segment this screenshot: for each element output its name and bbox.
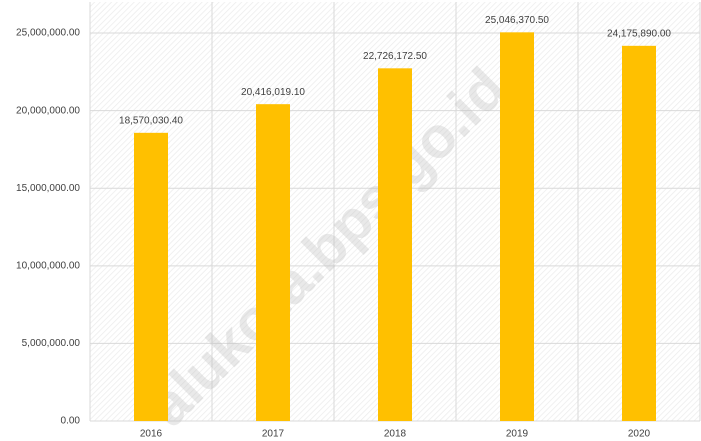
y-tick-label: 0.00 — [61, 416, 81, 427]
data-label: 24,175,890.00 — [607, 28, 671, 39]
x-tick-label: 2020 — [628, 429, 651, 440]
bar — [256, 104, 290, 421]
bar — [500, 32, 534, 421]
y-tick-label: 25,000,000.00 — [16, 28, 80, 39]
bar — [134, 132, 168, 422]
y-tick-label: 20,000,000.00 — [16, 105, 80, 116]
data-label: 18,570,030.40 — [119, 115, 183, 126]
data-label: 25,046,370.50 — [485, 15, 549, 26]
x-tick-label: 2018 — [384, 429, 407, 440]
y-tick-label: 10,000,000.00 — [16, 260, 80, 271]
y-tick-label: 15,000,000.00 — [16, 183, 80, 194]
data-label: 20,416,019.10 — [241, 87, 305, 98]
x-tick-label: 2019 — [506, 429, 529, 440]
bar — [622, 45, 656, 422]
bar — [378, 68, 412, 421]
data-label: 22,726,172.50 — [363, 51, 427, 62]
x-tick-label: 2016 — [140, 429, 163, 440]
y-tick-label: 5,000,000.00 — [22, 338, 81, 349]
x-tick-label: 2017 — [262, 429, 285, 440]
